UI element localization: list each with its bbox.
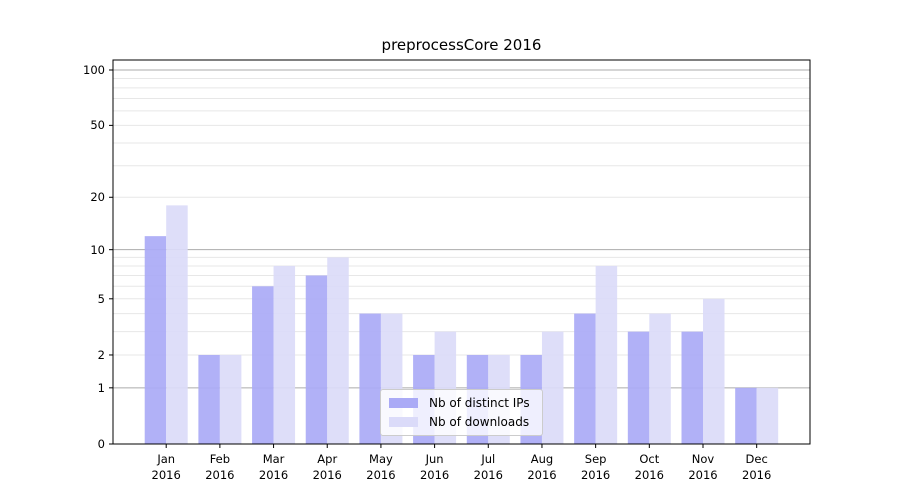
legend-item-distinct-ips: Nb of distinct IPs [389,394,534,412]
bar-distinct-ips [574,313,596,444]
legend-swatch-distinct-ips [389,398,418,409]
legend-item-downloads: Nb of downloads [389,413,534,431]
bar-distinct-ips [627,331,650,444]
y-tick-label: 5 [97,291,105,306]
x-tick-label: Jun 2016 [419,452,450,482]
bar-downloads [756,387,779,444]
x-tick-label: Jan 2016 [151,452,181,482]
x-tick-label: May 2016 [366,452,396,482]
chart-title: preprocessCore 2016 [381,36,542,54]
x-tick-label: Jul 2016 [473,452,503,482]
y-tick-label: 2 [97,347,105,362]
y-tick-label: 0 [97,437,105,451]
x-tick-label: Nov 2016 [688,452,718,482]
legend-swatch-downloads [389,416,418,427]
x-tick-label: Sep 2016 [580,452,611,482]
bar-distinct-ips [735,387,757,444]
bar-distinct-ips [144,236,167,444]
legend: Nb of distinct IPs Nb of downloads [380,389,543,436]
y-tick-label: 20 [90,190,105,205]
x-tick-label: Mar 2016 [258,452,289,482]
bar-distinct-ips [359,313,381,444]
x-tick-label: Aug 2016 [527,452,557,482]
bar-downloads [703,298,725,444]
x-tick-label: Apr 2016 [312,452,342,482]
y-tick-label: 50 [90,118,105,133]
bar-downloads [649,313,671,444]
legend-label-downloads: Nb of downloads [429,414,530,429]
axis-frame [112,59,811,445]
x-tick-label: Feb 2016 [205,452,235,482]
bar-distinct-ips [305,275,328,444]
x-tick-label: Dec 2016 [742,452,772,482]
x-tick-label: Oct 2016 [634,452,664,482]
bar-downloads [166,205,188,444]
y-tick-label: 10 [90,242,105,257]
bar-downloads [327,257,349,444]
bar-distinct-ips [198,354,220,444]
y-tick-label: 100 [83,63,105,77]
bar-downloads [273,265,296,444]
bar-downloads [595,265,618,444]
bar-distinct-ips [252,286,274,444]
bar-distinct-ips [681,331,703,444]
bar-downloads [541,331,564,444]
legend-label-distinct-ips: Nb of distinct IPs [429,396,530,411]
y-tick-label: 1 [97,380,105,395]
bar-downloads [219,354,242,444]
